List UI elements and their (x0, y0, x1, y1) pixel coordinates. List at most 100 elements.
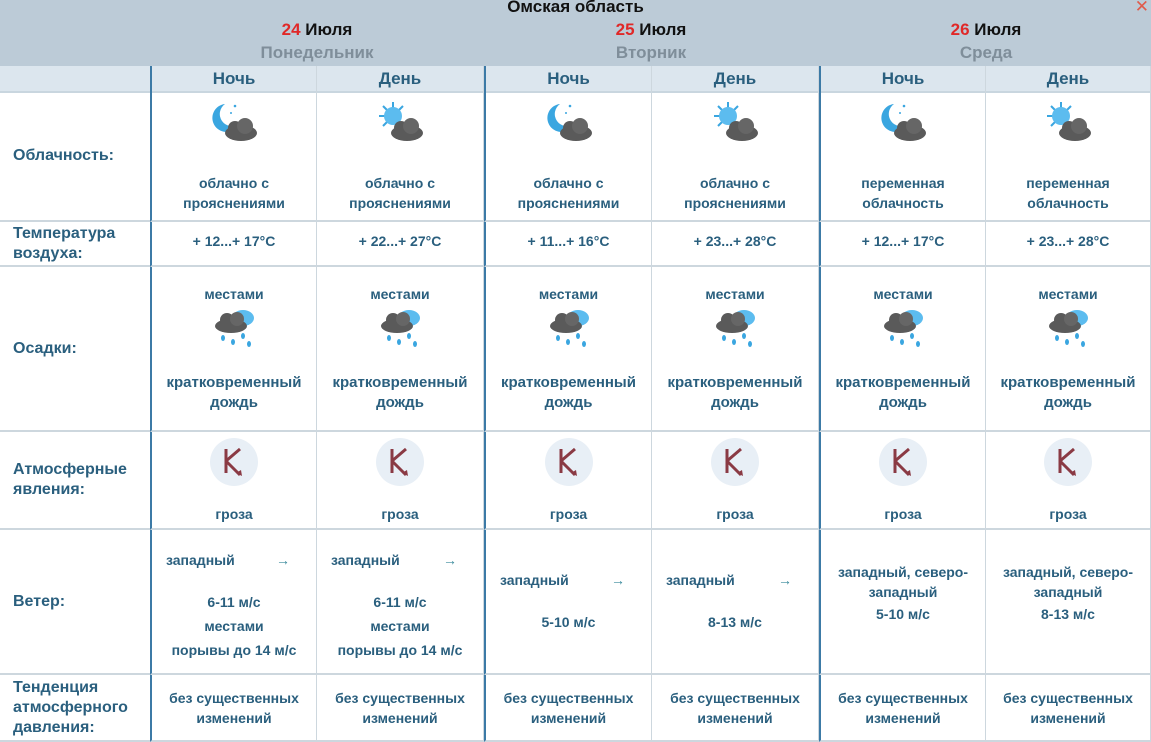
row-label-wind: Ветер: (13, 592, 66, 610)
forecast-header: Омская область ✕ 24 Июля Понедельник 25 И… (0, 0, 1151, 66)
thunderstorm-icon (375, 437, 425, 492)
cell-phenomena: гроза (819, 432, 986, 530)
cell-period: Ночь (819, 66, 986, 92)
cell-precip: местами кратковременный дождь (652, 267, 819, 432)
wind-direction: западный (166, 552, 235, 568)
weekday: Среда (959, 43, 1013, 62)
cell-phenomena: гроза (986, 432, 1151, 530)
cell-phenomena: гроза (150, 432, 317, 530)
cell-wind: западный → 5-10 м/с (484, 530, 652, 675)
rain-cloud-icon (876, 304, 930, 355)
wind-speed: 5-10 м/с (541, 614, 596, 630)
day-number: 24 (281, 20, 301, 39)
wind-arrow-east-icon: → (443, 552, 457, 568)
cell-period: День (986, 66, 1151, 92)
row-label: Тенденция атмосферного давления: (0, 675, 150, 742)
row-label: Атмосферные явления: (0, 432, 150, 530)
cell-wind: западный → 6-11 м/с местами порывы до 14 м/с (317, 530, 484, 675)
sun-cloud-icon (1041, 100, 1095, 151)
period-label: День (378, 69, 422, 88)
wind-speed: 6-11 м/с (373, 594, 427, 610)
day-header: 24 Июля Понедельник (150, 20, 484, 63)
cell-temp: + 22...+ 27°C (317, 222, 484, 267)
day-number: 26 (950, 20, 970, 39)
row-label-precip: Осадки: (13, 339, 77, 357)
temperature-range: + 11...+ 16°C (527, 232, 610, 249)
precip-qualifier: местами (1038, 286, 1098, 302)
cell-temp: + 12...+ 17°C (150, 222, 317, 267)
cell-precip: местами кратковременный дождь (150, 267, 317, 432)
temperature-range: + 12...+ 17°C (861, 232, 945, 249)
close-icon[interactable]: ✕ (1134, 0, 1149, 16)
pressure-trend: без существенных изменений (670, 689, 800, 726)
rain-cloud-icon (708, 304, 762, 355)
cell-pressure: без существенных изменений (317, 675, 484, 742)
cloud-description: переменная облачность (861, 174, 945, 211)
period-label: Ночь (881, 69, 925, 88)
cell-period: День (317, 66, 484, 92)
cloud-description: облачно с прояснениями (183, 174, 285, 211)
period-label: Ночь (547, 69, 590, 88)
month: Июля (305, 20, 353, 39)
phenomenon-description: гроза (1049, 505, 1087, 522)
period-label: Ночь (212, 69, 256, 88)
precip-qualifier: местами (370, 286, 430, 302)
cell-wind: западный → 8-13 м/с (652, 530, 819, 675)
cell-precip: местами кратковременный дождь (317, 267, 484, 432)
month: Июля (974, 20, 1022, 39)
weekday: Понедельник (260, 43, 374, 62)
row-label-pressure: Тенденция атмосферного давления: (13, 678, 128, 736)
cell-phenomena: гроза (484, 432, 652, 530)
cell-precip: местами кратковременный дождь (986, 267, 1151, 432)
cell-clouds: переменная облачность (819, 92, 986, 222)
cloud-description: переменная облачность (1026, 174, 1110, 211)
cell-pressure: без существенных изменений (819, 675, 986, 742)
cell-phenomena: гроза (317, 432, 484, 530)
wind-arrow-east-icon: → (611, 572, 625, 588)
thunderstorm-icon (209, 437, 259, 492)
phenomenon-description: гроза (215, 505, 253, 522)
cell-clouds: облачно с прояснениями (484, 92, 652, 222)
precip-description: кратковременный дождь (501, 374, 636, 411)
thunderstorm-icon (544, 437, 594, 492)
wind-speed: 6-11 м/с (207, 594, 261, 610)
precip-description: кратковременный дождь (835, 374, 971, 411)
row-label: Осадки: (0, 267, 150, 432)
wind-qualifier: местами (370, 618, 430, 634)
cell-period: День (652, 66, 819, 92)
cell-clouds: облачно с прояснениями (150, 92, 317, 222)
day-header: 25 Июля Вторник (484, 20, 818, 63)
rain-cloud-icon (542, 304, 596, 355)
cell-period: Ночь (150, 66, 317, 92)
precip-qualifier: местами (873, 286, 933, 302)
rain-cloud-icon (373, 304, 427, 355)
precip-description: кратковременный дождь (667, 374, 803, 411)
region-title: Омская область (507, 0, 644, 16)
wind-direction: западный (500, 572, 569, 588)
wind-gusts: порывы до 14 м/с (337, 642, 463, 658)
weekday: Вторник (615, 43, 687, 62)
cloud-description: облачно с прояснениями (349, 174, 451, 211)
precip-qualifier: местами (705, 286, 765, 302)
pressure-trend: без существенных изменений (1003, 689, 1133, 726)
sun-cloud-icon (708, 100, 762, 151)
day-header: 26 Июля Среда (819, 20, 1151, 63)
temperature-range: + 12...+ 17°C (192, 232, 276, 249)
wind-arrow-east-icon: → (778, 572, 792, 588)
cell-period: Ночь (484, 66, 652, 92)
phenomenon-description: гроза (716, 505, 754, 522)
row-label: Ветер: (0, 530, 150, 675)
precip-qualifier: местами (204, 286, 264, 302)
cell-phenomena: гроза (652, 432, 819, 530)
pressure-trend: без существенных изменений (169, 689, 299, 726)
cell-clouds: переменная облачность (986, 92, 1151, 222)
wind-direction: западный, северо-западный (1002, 564, 1134, 600)
cell-temp: + 23...+ 28°C (986, 222, 1151, 267)
wind-qualifier: местами (204, 618, 264, 634)
temperature-range: + 23...+ 28°C (693, 232, 777, 249)
precip-description: кратковременный дождь (332, 374, 468, 411)
cell-pressure: без существенных изменений (986, 675, 1151, 742)
cell-pressure: без существенных изменений (150, 675, 317, 742)
temperature-range: + 23...+ 28°C (1026, 232, 1110, 249)
row-label: Облачность: (0, 92, 150, 222)
